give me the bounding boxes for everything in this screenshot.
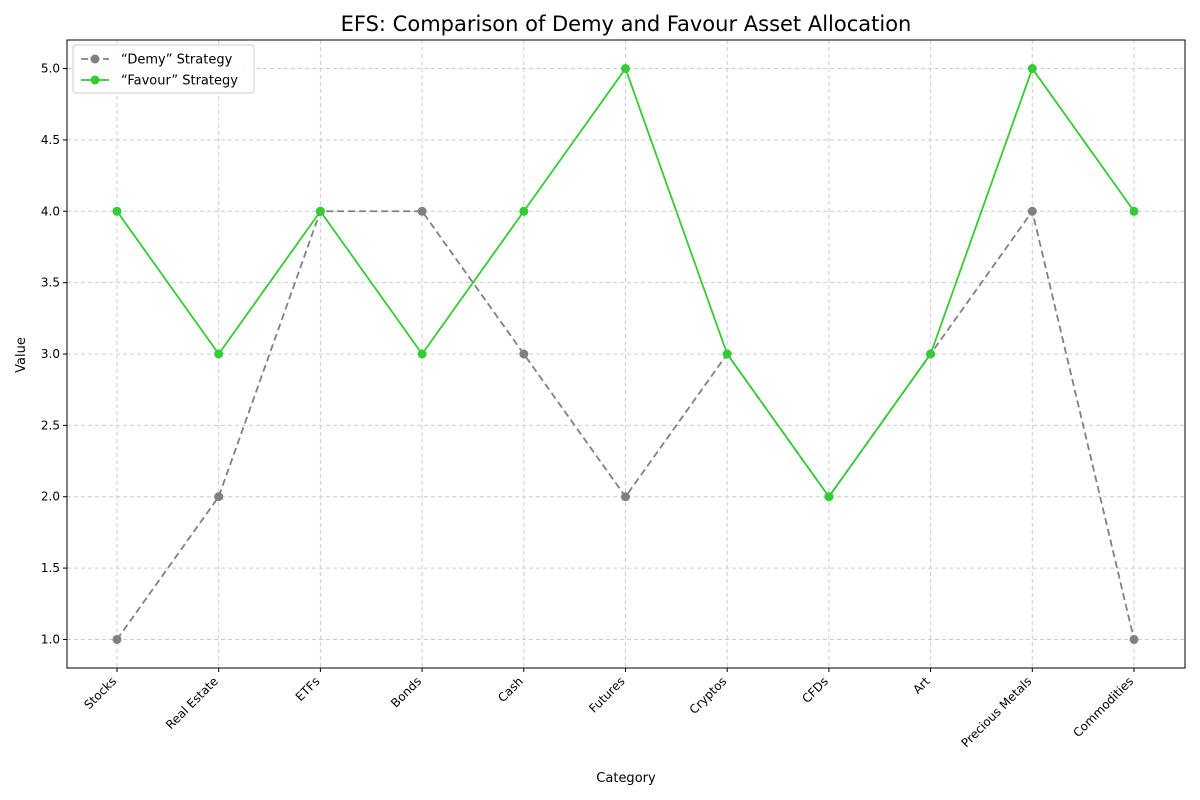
legend-label: “Favour” Strategy bbox=[121, 74, 238, 89]
data-point bbox=[1129, 206, 1139, 216]
legend-swatch-marker bbox=[90, 75, 100, 85]
y-tick-label: 1.0 bbox=[41, 632, 60, 646]
legend-box bbox=[72, 44, 255, 94]
legend: “Demy” Strategy “Favour” Strategy bbox=[72, 44, 255, 94]
data-point bbox=[1027, 64, 1037, 74]
data-point bbox=[417, 206, 427, 216]
data-point bbox=[621, 492, 630, 502]
x-axis-label: Category bbox=[596, 771, 656, 786]
data-point bbox=[824, 492, 834, 502]
grid-lines bbox=[67, 40, 1185, 668]
legend-entry: “Demy” Strategy bbox=[81, 53, 233, 68]
data-point bbox=[214, 349, 224, 359]
data-series bbox=[112, 64, 1139, 644]
y-tick-label: 2.0 bbox=[41, 490, 60, 504]
y-tick-label: 3.0 bbox=[41, 347, 60, 361]
y-tick-label: 1.5 bbox=[41, 561, 60, 575]
y-tick-label: 2.5 bbox=[41, 418, 60, 432]
series-1 bbox=[112, 64, 1139, 502]
data-point bbox=[722, 349, 732, 359]
data-point bbox=[315, 206, 325, 216]
data-point bbox=[621, 64, 630, 74]
y-tick-label: 4.5 bbox=[41, 133, 60, 147]
y-tick-label: 5.0 bbox=[41, 62, 60, 76]
chart-title: EFS: Comparison of Demy and Favour Asset… bbox=[341, 12, 912, 36]
data-point bbox=[112, 206, 122, 216]
legend-label: “Demy” Strategy bbox=[121, 53, 233, 68]
y-axis-ticks: 1.0 1.5 2.0 2.5 3.0 3.5 4.0 4.5 5.0 bbox=[41, 62, 67, 646]
data-point bbox=[926, 349, 936, 359]
data-point bbox=[417, 349, 427, 359]
legend-entry: “Favour” Strategy bbox=[81, 74, 238, 89]
data-point bbox=[214, 492, 224, 502]
legend-swatch-marker bbox=[90, 54, 100, 64]
y-tick-label: 4.0 bbox=[41, 204, 60, 218]
data-point bbox=[112, 634, 122, 644]
y-axis-label: Value bbox=[14, 337, 29, 373]
data-point bbox=[519, 349, 529, 359]
y-tick-label: 3.5 bbox=[41, 276, 60, 290]
data-point bbox=[1129, 634, 1139, 644]
data-point bbox=[519, 206, 529, 216]
data-point bbox=[1027, 206, 1037, 216]
